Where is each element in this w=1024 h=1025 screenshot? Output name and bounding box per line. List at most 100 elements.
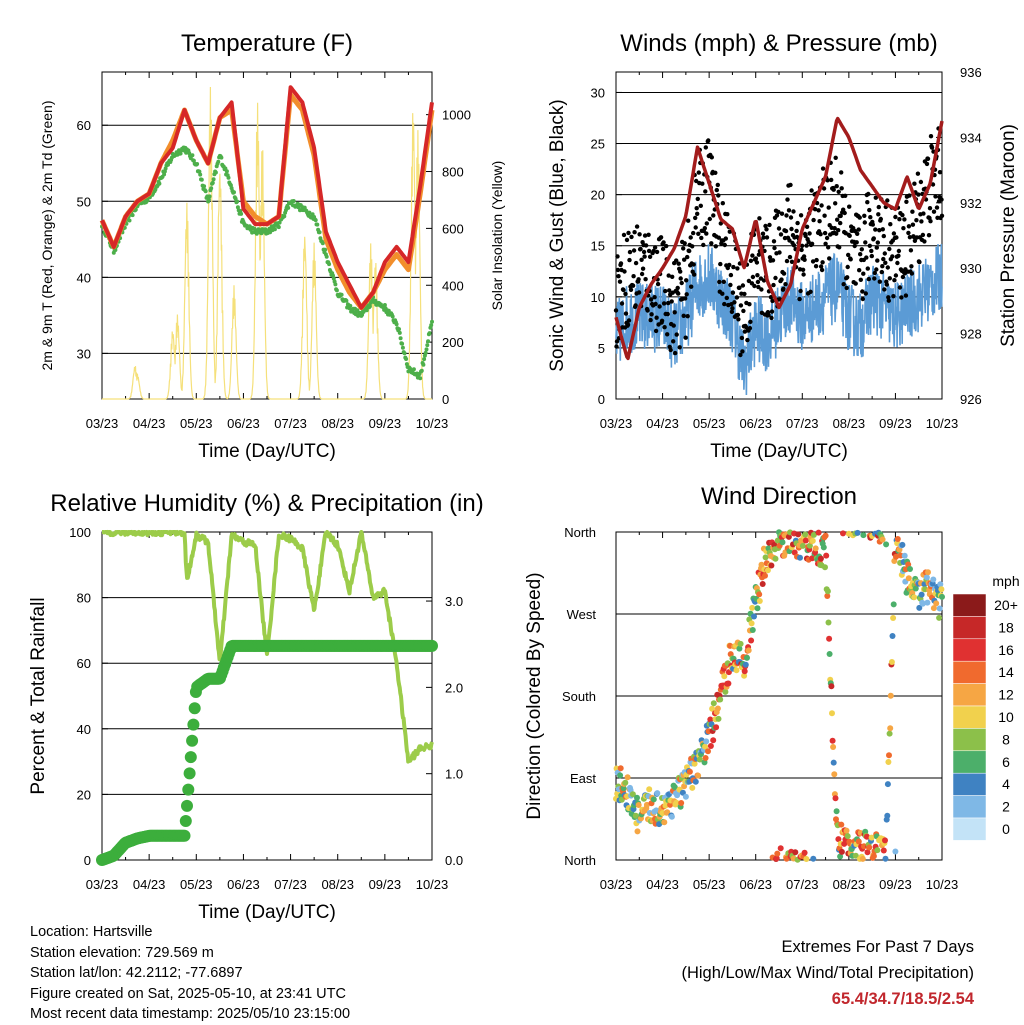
gust-point: [662, 325, 667, 330]
direction-point: [837, 853, 844, 860]
direction-point: [785, 533, 792, 540]
x-axis-label: Time (Day/UTC): [198, 441, 336, 462]
direction-point: [899, 541, 906, 548]
x-tick-label: 09/23: [369, 877, 402, 892]
dewpoint-point: [404, 357, 409, 361]
direction-point: [810, 855, 817, 862]
gust-point: [910, 222, 916, 227]
gust-point: [735, 266, 740, 271]
direction-point: [725, 680, 732, 687]
gust-point: [747, 326, 753, 331]
y-right-tick-label: 400: [442, 278, 464, 293]
gust-point: [654, 249, 660, 255]
y-tick-label: 20: [77, 787, 91, 802]
direction-point: [815, 529, 822, 536]
gust-point: [615, 267, 621, 273]
gust-point: [785, 197, 790, 202]
legend-swatch: [952, 683, 987, 707]
direction-point: [885, 759, 892, 765]
gust-point: [832, 226, 837, 231]
direction-point: [803, 856, 810, 862]
direction-point: [820, 544, 827, 551]
gust-point: [690, 244, 695, 249]
precip-point: [187, 718, 200, 731]
direction-point: [759, 581, 766, 587]
gust-point: [771, 282, 776, 288]
direction-point: [668, 813, 675, 820]
direction-point: [890, 615, 897, 621]
legend-swatch: [952, 660, 987, 684]
gust-point: [809, 241, 815, 246]
gust-point: [869, 248, 874, 254]
gust-point: [819, 267, 825, 273]
gust-point: [722, 242, 727, 248]
gust-point: [740, 283, 746, 288]
gust-point: [613, 308, 619, 313]
y-axis-label: 2m & 9m T (Red, Orange) & 2m Td (Green): [39, 101, 55, 371]
gust-point: [721, 279, 726, 284]
gust-point: [724, 295, 729, 301]
gust-point: [846, 252, 851, 258]
direction-point: [802, 531, 809, 538]
gust-point: [854, 240, 859, 245]
gust-point: [933, 194, 938, 199]
gust-point: [939, 213, 945, 218]
dewpoint-point: [400, 345, 405, 350]
gust-point: [778, 232, 784, 237]
panel-title: Winds (mph) & Pressure (mb): [620, 30, 937, 57]
gust-point: [883, 260, 888, 265]
gust-point: [928, 134, 934, 139]
direction-point: [749, 627, 756, 633]
dewpoint-point: [226, 175, 231, 180]
direction-point: [887, 692, 894, 699]
gust-point: [679, 280, 684, 286]
dewpoint-point: [216, 159, 221, 164]
direction-point: [751, 613, 757, 620]
dewpoint-point: [178, 151, 183, 156]
direction-point: [880, 847, 887, 854]
dewpoint-point: [423, 350, 428, 355]
panel-title: Wind Direction: [701, 483, 857, 510]
dewpoint-point: [307, 210, 312, 215]
gust-point: [910, 209, 915, 214]
direction-point: [930, 605, 937, 612]
dewpoint-point: [198, 172, 203, 177]
dewpoint-point: [324, 254, 329, 259]
direction-point: [884, 781, 891, 788]
extremes-subtitle: (High/Low/Max Wind/Total Precipitation): [681, 964, 974, 982]
dewpoint-point: [373, 298, 378, 303]
gust-point: [872, 276, 877, 281]
gust-point: [893, 214, 898, 220]
direction-point: [696, 756, 703, 763]
gust-point: [683, 296, 688, 301]
legend-label: 8: [1002, 731, 1010, 747]
gust-point: [683, 335, 688, 340]
direction-point: [835, 836, 842, 843]
gust-point: [865, 200, 870, 205]
direction-point: [686, 768, 693, 775]
legend-swatch: [952, 750, 987, 774]
direction-point: [919, 600, 926, 607]
gust-point: [924, 161, 930, 167]
y-tick-label: 50: [77, 194, 91, 209]
gust-point: [729, 309, 735, 314]
gust-point: [908, 248, 914, 253]
gust-point: [875, 240, 880, 245]
gust-point: [897, 217, 902, 222]
gust-point: [838, 220, 843, 226]
gust-point: [823, 241, 828, 246]
gust-point: [638, 246, 643, 252]
gust-point: [672, 310, 677, 315]
gust-point: [912, 238, 918, 243]
direction-point: [773, 855, 780, 862]
gust-point: [870, 222, 875, 227]
y-right-tick-label: 1.0: [445, 767, 463, 782]
gust-point: [646, 248, 652, 254]
direction-point: [824, 593, 831, 599]
gust-point: [839, 170, 844, 175]
gust-point: [791, 209, 796, 214]
gust-point: [776, 209, 781, 215]
y-right-tick-label: 936: [960, 65, 982, 80]
gust-point: [634, 224, 640, 229]
gust-point: [670, 274, 675, 279]
